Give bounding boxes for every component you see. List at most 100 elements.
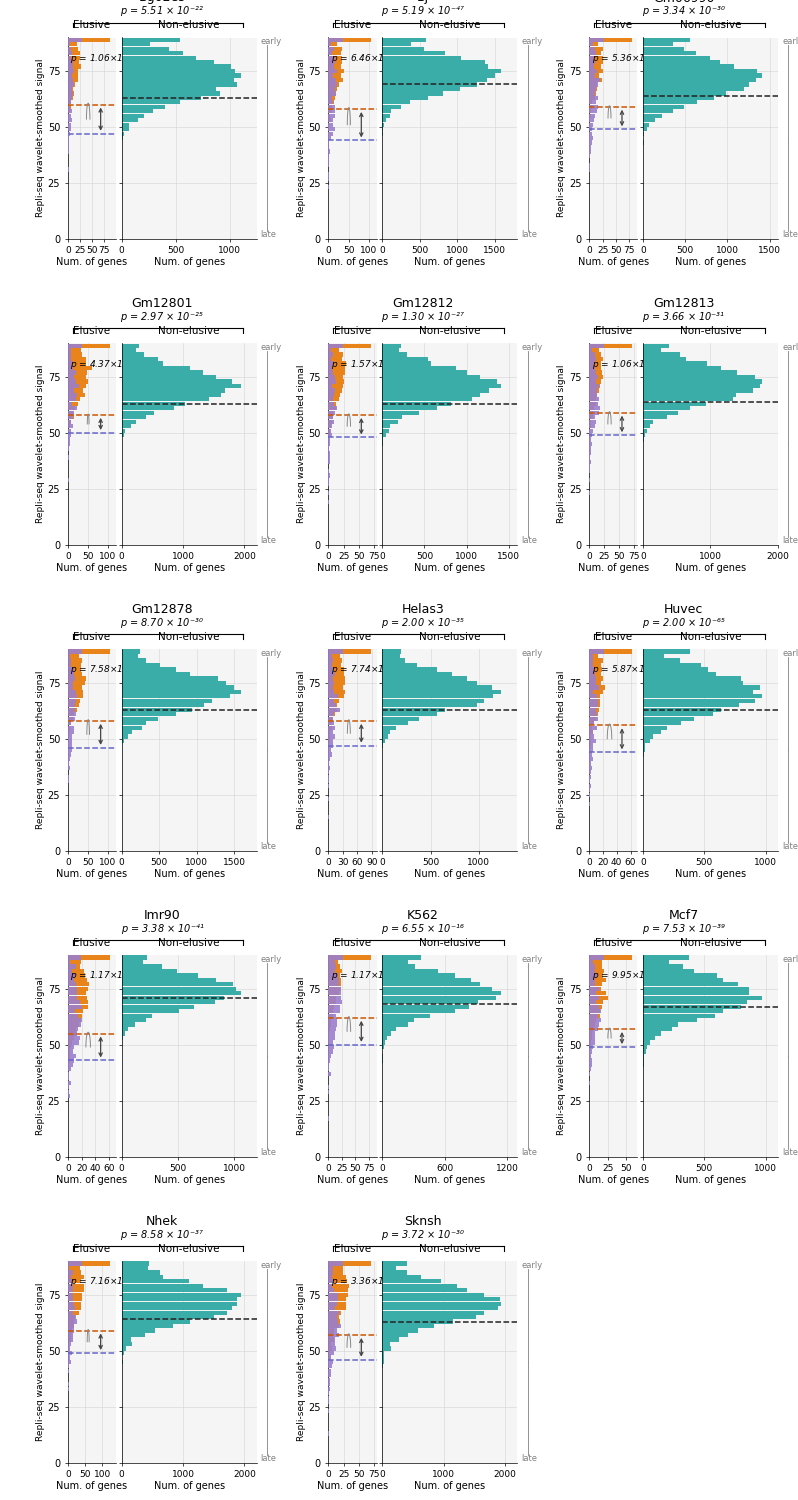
Text: $p$ = 7.58×10⁻⁶: $p$ = 7.58×10⁻⁶ xyxy=(70,663,138,676)
Bar xyxy=(329,1288,334,1293)
Bar xyxy=(68,78,77,82)
Bar xyxy=(589,164,591,166)
Bar xyxy=(121,1266,148,1270)
Bar xyxy=(68,1320,74,1323)
Bar xyxy=(589,352,601,357)
Bar xyxy=(121,987,236,992)
Text: late: late xyxy=(782,1148,798,1156)
Y-axis label: Repli-seq wavelet-smoothed signal: Repli-seq wavelet-smoothed signal xyxy=(557,364,567,524)
Bar xyxy=(589,658,602,663)
Bar xyxy=(589,398,598,402)
Bar xyxy=(643,658,680,663)
Bar xyxy=(68,694,83,699)
Bar xyxy=(329,56,334,60)
Bar xyxy=(329,753,333,756)
Bar xyxy=(121,123,129,128)
Bar xyxy=(589,801,590,806)
Text: $p$ = 4.37×10⁻⁸: $p$ = 4.37×10⁻⁸ xyxy=(70,357,139,370)
Bar xyxy=(329,735,334,738)
Bar xyxy=(68,1306,81,1311)
X-axis label: Num. of genes: Num. of genes xyxy=(675,256,746,267)
Bar xyxy=(382,1320,453,1323)
Bar xyxy=(68,740,72,742)
Bar xyxy=(68,92,73,96)
Bar xyxy=(68,726,74,730)
Bar xyxy=(68,672,74,676)
Bar xyxy=(643,1032,662,1035)
Bar xyxy=(68,1014,77,1019)
Bar xyxy=(643,416,667,420)
Bar xyxy=(68,1028,76,1030)
Bar xyxy=(589,64,601,69)
Bar xyxy=(643,650,690,654)
Bar xyxy=(589,420,596,424)
Bar xyxy=(589,416,593,420)
Bar xyxy=(68,362,73,366)
Bar xyxy=(329,1000,336,1005)
Bar xyxy=(643,740,650,742)
Bar xyxy=(68,442,70,446)
Bar xyxy=(121,1275,164,1280)
X-axis label: Num. of genes: Num. of genes xyxy=(153,1174,225,1185)
Text: Non-elusive: Non-elusive xyxy=(419,632,480,642)
Bar xyxy=(589,974,598,978)
Bar xyxy=(589,344,603,348)
Bar xyxy=(589,783,591,788)
Bar xyxy=(329,668,334,672)
Text: early: early xyxy=(521,1262,543,1270)
Bar xyxy=(329,722,332,726)
Bar xyxy=(68,969,84,974)
Bar xyxy=(382,1036,386,1040)
Bar xyxy=(589,1046,593,1048)
Text: late: late xyxy=(261,1454,277,1462)
Bar xyxy=(68,1000,80,1005)
Bar xyxy=(643,56,710,60)
Bar xyxy=(121,699,212,703)
Text: late: late xyxy=(521,842,537,850)
Bar xyxy=(121,1342,132,1346)
Bar xyxy=(121,1270,160,1275)
Bar xyxy=(121,114,144,118)
Bar xyxy=(329,420,332,424)
Bar xyxy=(643,132,645,136)
Bar xyxy=(589,740,591,742)
Text: Elusive: Elusive xyxy=(334,20,371,30)
Bar xyxy=(382,348,399,352)
Bar xyxy=(329,1023,331,1026)
Bar xyxy=(68,64,81,69)
Bar xyxy=(68,136,69,141)
Bar xyxy=(329,987,341,992)
Bar xyxy=(643,1059,644,1062)
Bar xyxy=(121,1032,124,1035)
Bar xyxy=(382,46,425,51)
Bar xyxy=(121,1316,214,1320)
Bar xyxy=(329,78,343,82)
Bar xyxy=(121,1338,131,1341)
Bar xyxy=(68,712,73,717)
Bar xyxy=(329,442,330,446)
Bar xyxy=(589,46,602,51)
Text: Imr90: Imr90 xyxy=(144,909,180,922)
Bar xyxy=(643,960,669,964)
Bar xyxy=(589,82,598,87)
Bar xyxy=(68,1023,81,1026)
Bar xyxy=(68,60,78,64)
Bar xyxy=(589,370,596,375)
Bar xyxy=(329,969,342,974)
Bar xyxy=(121,357,158,362)
Bar xyxy=(329,357,331,362)
Bar xyxy=(643,748,645,752)
Bar xyxy=(589,1036,595,1040)
Bar xyxy=(589,992,606,996)
Bar xyxy=(643,1046,647,1048)
Bar xyxy=(68,1080,70,1084)
Bar xyxy=(121,406,174,411)
Text: Elusive: Elusive xyxy=(595,20,632,30)
X-axis label: Num. of genes: Num. of genes xyxy=(57,1174,128,1185)
Bar xyxy=(68,38,110,42)
Bar xyxy=(68,1334,71,1336)
Bar xyxy=(329,992,341,996)
Bar xyxy=(68,1316,76,1320)
Bar xyxy=(589,1050,592,1053)
Bar xyxy=(68,64,73,69)
